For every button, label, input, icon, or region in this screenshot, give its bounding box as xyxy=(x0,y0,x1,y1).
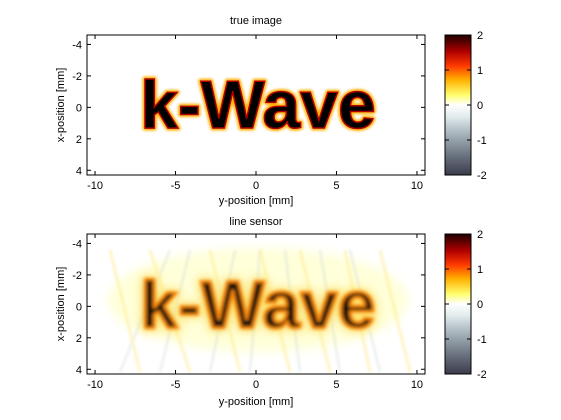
y-axis-label: x-position [mm] xyxy=(55,68,67,143)
y-tick-label: 4 xyxy=(76,165,82,177)
panel-true-image: true image k-Wave k-Wave -10 -5 0 5 10 -4-20… xyxy=(55,15,487,207)
image-text: k-Wave xyxy=(140,267,376,343)
x-axis-ticks: -10 -5 0 5 10 xyxy=(87,234,423,391)
heatmap-image: k-Wave k-Wave xyxy=(138,65,379,146)
x-tick-label: -10 xyxy=(87,379,103,391)
x-tick-label: -5 xyxy=(171,180,181,192)
colorbar: 2 1 0 -1 -2 xyxy=(444,229,487,381)
colorbar-tick-label: 0 xyxy=(477,100,483,112)
y-axis-label: x-position [mm] xyxy=(55,267,67,342)
x-axis-label: y-position [mm] xyxy=(219,396,294,408)
x-axis-label: y-position [mm] xyxy=(219,195,294,207)
x-tick-label: 10 xyxy=(411,379,423,391)
colorbar-tick-label: -1 xyxy=(477,334,487,346)
colorbar-tick-label: 2 xyxy=(477,30,483,42)
x-tick-label: 0 xyxy=(253,379,259,391)
colorbar-tick-label: 1 xyxy=(477,65,483,77)
plot-background xyxy=(87,35,425,175)
chart-title: true image xyxy=(230,15,282,27)
x-tick-label: 10 xyxy=(411,180,423,192)
x-axis-ticks: -10 -5 0 5 10 xyxy=(87,35,423,192)
y-tick-label: -4 xyxy=(72,39,82,51)
colorbar-tick-label: 0 xyxy=(477,299,483,311)
plot-area: k-Wave k-Wave xyxy=(86,233,426,375)
y-axis-ticks: -4 -2 0 2 4 xyxy=(72,238,425,376)
colorbar-tick-label: -2 xyxy=(477,369,487,381)
plot-area: k-Wave k-Wave xyxy=(86,34,426,176)
image-text-halo: k-Wave xyxy=(140,67,376,143)
panel-line-sensor: line sensor k-Wave k-Wave -10 -5 0 5 10 -4-2… xyxy=(55,216,487,408)
heatmap-image: k-Wave k-Wave xyxy=(108,248,412,373)
colorbar-tick-label: 2 xyxy=(477,229,483,241)
y-tick-label: -2 xyxy=(72,270,82,282)
colorbar-ticks: 2 1 0 -1 -2 xyxy=(445,30,487,182)
colorbar-ticks: 2 1 0 -1 -2 xyxy=(445,229,487,381)
colorbar-tick-label: -1 xyxy=(477,135,487,147)
image-text: k-Wave xyxy=(140,67,376,143)
image-artifact-streaks xyxy=(108,249,412,373)
x-tick-label: -10 xyxy=(87,180,103,192)
chart-title: line sensor xyxy=(229,216,283,228)
x-tick-label: 0 xyxy=(253,180,259,192)
y-axis-ticks: -4 -2 0 2 4 xyxy=(72,39,425,177)
y-tick-label: -2 xyxy=(72,71,82,83)
colorbar-gradient xyxy=(444,34,472,176)
x-tick-label: -5 xyxy=(171,379,181,391)
y-tick-label: 0 xyxy=(76,301,82,313)
y-tick-label: 0 xyxy=(76,102,82,114)
y-tick-label: 2 xyxy=(76,333,82,345)
x-tick-label: 5 xyxy=(333,379,339,391)
y-tick-label: -4 xyxy=(72,238,82,250)
colorbar-tick-label: 1 xyxy=(477,264,483,276)
x-tick-label: 5 xyxy=(333,180,339,192)
colorbar-tick-label: -2 xyxy=(477,170,487,182)
y-tick-label: 2 xyxy=(76,134,82,146)
image-text-halo: k-Wave xyxy=(140,267,376,343)
colorbar: 2 1 0 -1 -2 xyxy=(444,30,487,182)
y-tick-label: 4 xyxy=(76,364,82,376)
